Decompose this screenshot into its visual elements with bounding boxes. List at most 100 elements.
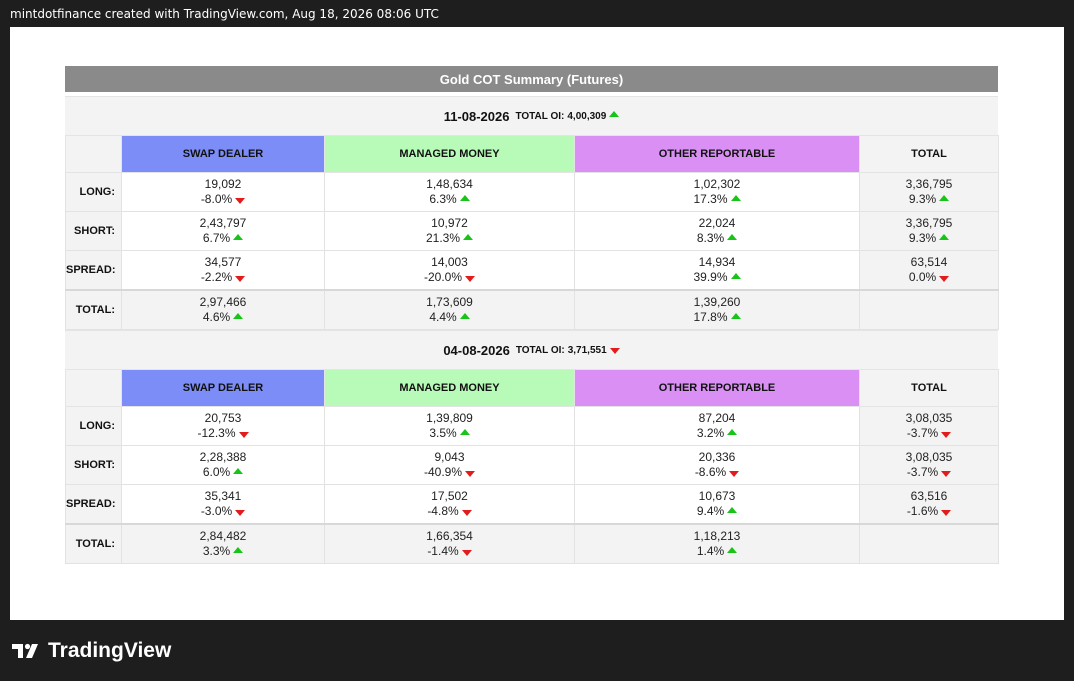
watermark-text: mintdotfinance created with TradingView.… (10, 7, 439, 21)
change-text: 9.3% (908, 192, 937, 206)
arrow-down-icon (465, 470, 476, 477)
arrow-down-icon (465, 275, 476, 282)
cell-value: 2,97,466 (199, 295, 247, 309)
total-oi-label: TOTAL OI: (515, 344, 565, 356)
cell-change: 4.4% (325, 310, 574, 325)
cot-table: SWAP DEALER MANAGED MONEY OTHER REPORTABLE… (65, 135, 999, 330)
panel-title: Gold COT Summary (Futures) (65, 66, 998, 92)
row-label: LONG: (65, 172, 122, 212)
change-text: 6.7% (202, 231, 231, 245)
cell-value: 3,08,035 (905, 411, 953, 425)
change-text: 3.3% (202, 544, 231, 558)
change-text: 8.3% (696, 231, 725, 245)
cell-total: 3,08,035 -3.7% (859, 445, 999, 485)
cell-change: 9.3% (860, 192, 998, 207)
cell-change: -1.6% (860, 504, 998, 519)
change-text: -3.7% (906, 465, 939, 479)
arrow-up-icon (609, 111, 620, 117)
column-header-row: SWAP DEALER MANAGED MONEY OTHER REPORTABLE… (65, 369, 999, 407)
total-row: TOTAL: 2,97,466 4.6% 1,73,609 4.4% 1,39,260 17… (65, 289, 999, 330)
cell-total: 63,516 -1.6% (859, 484, 999, 525)
arrow-up-icon (727, 428, 738, 435)
cell-change: -3.7% (860, 465, 998, 480)
arrow-down-icon (729, 470, 740, 477)
cell-value: 3,36,795 (905, 177, 953, 191)
cell-managed-money: 1,73,609 4.4% (324, 289, 575, 330)
cell-swap-dealer: 2,84,482 3.3% (121, 523, 325, 564)
row-label: TOTAL: (65, 289, 122, 330)
arrow-down-icon (235, 275, 246, 282)
header-managed-money: MANAGED MONEY (324, 369, 575, 407)
cell-value: 2,28,388 (199, 450, 247, 464)
change-text: 6.3% (429, 192, 457, 206)
cell-other-reportable: 1,18,213 1.4% (574, 523, 860, 564)
row-label: SHORT: (65, 445, 122, 485)
total-row: TOTAL: 2,84,482 3.3% 1,66,354 -1.4% 1,18,213 1… (65, 523, 999, 564)
header-swap-dealer: SWAP DEALER (121, 369, 325, 407)
cell-value: 2,43,797 (199, 216, 247, 230)
cell-change: -40.9% (325, 465, 574, 480)
change-text: 39.9% (693, 270, 728, 284)
cell-swap-dealer: 19,092 -8.0% (121, 172, 325, 212)
change-text: -20.0% (423, 270, 463, 284)
cell-value: 1,48,634 (426, 177, 473, 191)
arrow-down-icon (939, 275, 950, 282)
arrow-up-icon (727, 233, 738, 240)
arrow-up-icon (233, 233, 244, 240)
cell-other-reportable: 1,39,260 17.8% (574, 289, 860, 330)
cell-value: 10,972 (431, 216, 468, 230)
cell-other-reportable: 14,934 39.9% (574, 250, 860, 291)
cell-change: -8.0% (122, 192, 324, 207)
cell-change: 3.2% (575, 426, 859, 441)
table-row: LONG: 20,753 -12.3% 1,39,809 3.5% 87,204 3.2% 3… (65, 406, 999, 446)
cell-value: 35,341 (204, 489, 242, 503)
change-text: 3.5% (429, 426, 457, 440)
change-text: -12.3% (197, 426, 236, 440)
report-date: 04-08-2026 (443, 342, 510, 358)
change-text: 17.8% (693, 310, 728, 324)
table-row: SHORT: 2,43,797 6.7% 10,972 21.3% 22,024 8.3% 3… (65, 211, 999, 251)
arrow-down-icon (238, 431, 249, 438)
arrow-up-icon (939, 233, 950, 240)
arrow-up-icon (727, 506, 738, 513)
cell-value: 20,753 (204, 411, 242, 425)
cell-total: 3,36,795 9.3% (859, 211, 999, 251)
cell-value: 1,02,302 (693, 177, 741, 191)
arrow-down-icon (461, 549, 472, 556)
row-label: SPREAD: (65, 250, 122, 291)
cell-total: 3,36,795 9.3% (859, 172, 999, 212)
cell-change: 6.0% (122, 465, 324, 480)
row-label: LONG: (65, 406, 122, 446)
cell-value: 87,204 (698, 411, 736, 425)
header-blank (65, 135, 122, 173)
cell-swap-dealer: 34,577 -2.2% (121, 250, 325, 291)
cell-value: 20,336 (698, 450, 736, 464)
total-oi-label: TOTAL OI: (515, 110, 565, 122)
cell-swap-dealer: 2,43,797 6.7% (121, 211, 325, 251)
cot-table: SWAP DEALER MANAGED MONEY OTHER REPORTABLE… (65, 369, 999, 564)
cell-change: 4.6% (122, 310, 324, 325)
table-row: SHORT: 2,28,388 6.0% 9,043 -40.9% 20,336 -8.6%… (65, 445, 999, 485)
arrow-up-icon (459, 428, 470, 435)
cell-change: 17.3% (575, 192, 859, 207)
header-managed-money: MANAGED MONEY (324, 135, 575, 173)
cell-change: -20.0% (325, 270, 574, 285)
cell-value: 14,934 (698, 255, 736, 269)
arrow-down-icon (235, 197, 246, 204)
arrow-up-icon (459, 194, 470, 201)
header-swap-dealer: SWAP DEALER (121, 135, 325, 173)
change-text: -1.4% (427, 544, 459, 558)
tradingview-wordmark: TradingView (48, 639, 172, 662)
cell-value: 22,024 (698, 216, 736, 230)
header-other-reportable: OTHER REPORTABLE (574, 135, 860, 173)
snapshot-frame: Gold COT Summary (Futures) 11-08-2026 TOT… (10, 27, 1064, 620)
arrow-up-icon (233, 312, 244, 319)
cell-change: -1.4% (325, 544, 574, 559)
table-row: SPREAD: 35,341 -3.0% 17,502 -4.8% 10,673 9.4% 6… (65, 484, 999, 525)
tradingview-brand[interactable]: TradingView (12, 639, 171, 663)
block-header: 04-08-2026 TOTAL OI: 3,71,551 (65, 330, 998, 369)
change-text: -40.9% (423, 465, 463, 479)
change-text: 9.4% (696, 504, 725, 518)
change-text: -2.2% (200, 270, 233, 284)
cell-change: 21.3% (325, 231, 574, 246)
